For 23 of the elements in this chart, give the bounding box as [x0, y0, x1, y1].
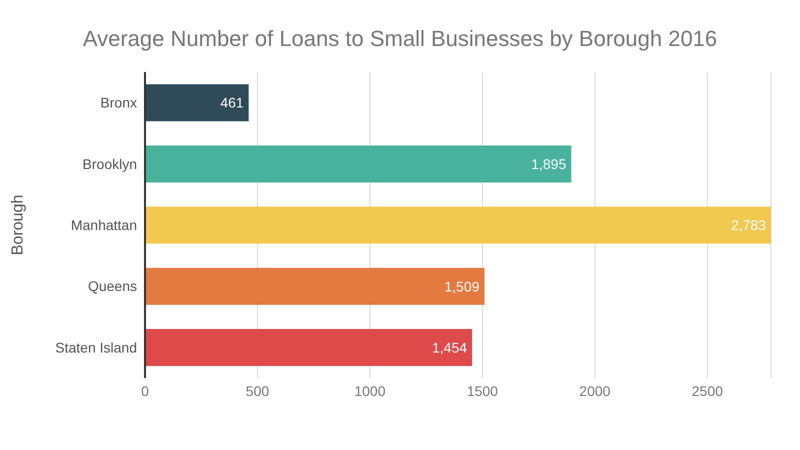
bar — [145, 145, 572, 182]
x-tick-label: 1500 — [466, 382, 498, 399]
data-label: 1,509 — [444, 278, 480, 294]
y-tick-label: Manhattan — [70, 216, 137, 233]
chart-title: Average Number of Loans to Small Businesses by Borough 2016 — [82, 26, 718, 52]
data-label: 461 — [220, 94, 244, 111]
x-tick-label: 2500 — [692, 382, 724, 399]
data-label: 2,783 — [730, 217, 766, 234]
y-tick-label: Staten Island — [55, 339, 137, 356]
bar — [145, 84, 249, 122]
bar — [145, 268, 484, 305]
x-tick-label: 1000 — [354, 382, 386, 399]
x-tick-label: 2000 — [579, 382, 611, 399]
y-axis-title: Borough — [10, 194, 27, 256]
y-tick-label: Queens — [88, 278, 137, 294]
bar — [145, 206, 771, 244]
bar — [145, 329, 472, 366]
data-label: 1,895 — [531, 156, 566, 172]
y-tick-label: Brooklyn — [82, 156, 137, 172]
x-tick-label: 0 — [141, 382, 150, 399]
x-tick-label: 500 — [246, 382, 270, 399]
data-label: 1,454 — [432, 340, 468, 356]
y-tick-label: Bronx — [100, 94, 137, 111]
